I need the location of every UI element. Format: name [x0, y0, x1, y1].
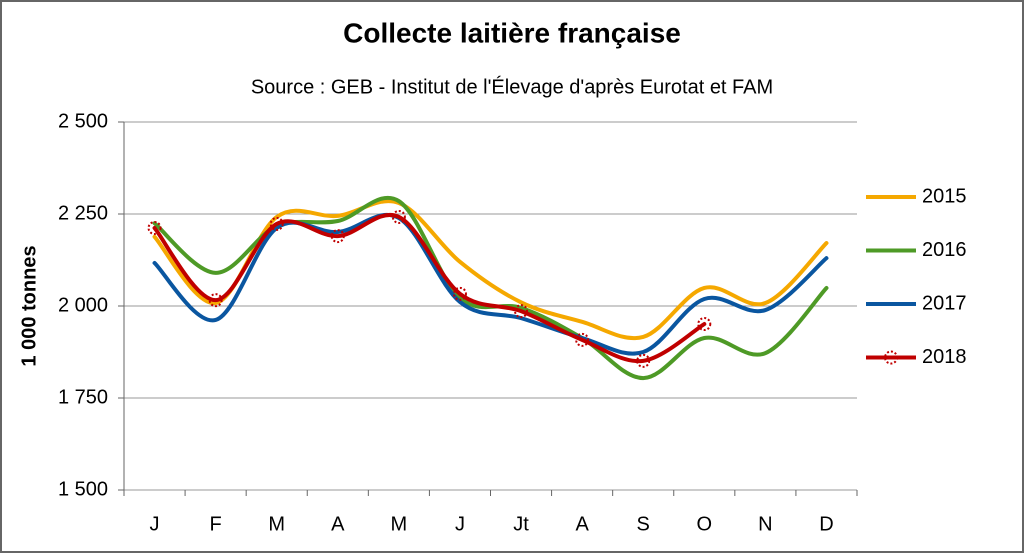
point-marker	[330, 229, 345, 244]
x-tick-label: D	[819, 513, 833, 535]
y-tick-label: 1 500	[58, 478, 108, 500]
point-marker	[575, 332, 590, 347]
x-tick-label: S	[637, 513, 650, 535]
y-tick-label: 1 750	[58, 386, 108, 408]
chart-title: Collecte laitière française	[343, 17, 681, 48]
point-marker	[208, 293, 223, 308]
point-marker	[636, 353, 651, 368]
x-tick-label: M	[391, 513, 408, 535]
y-axis-label: 1 000 tonnes	[18, 245, 40, 366]
y-tick-label: 2 250	[58, 202, 108, 224]
point-marker	[452, 286, 467, 301]
x-tick-label: J	[150, 513, 160, 535]
legend-label: 2018	[922, 346, 967, 368]
x-tick-label: A	[331, 513, 345, 535]
x-tick-label: O	[697, 513, 713, 535]
x-tick-label: N	[758, 513, 772, 535]
series-line	[152, 213, 707, 364]
point-marker	[697, 317, 712, 332]
point-marker	[147, 220, 162, 235]
point-marker	[391, 209, 406, 224]
y-tick-label: 2 000	[58, 294, 108, 316]
x-tick-label: M	[268, 513, 285, 535]
point-marker	[269, 216, 284, 231]
y-tick-label: 2 500	[58, 110, 108, 132]
legend-label: 2015	[922, 185, 967, 207]
x-tick-label: F	[210, 513, 222, 535]
legend-label: 2016	[922, 239, 967, 261]
x-tick-label: A	[575, 513, 589, 535]
series-line	[152, 212, 829, 356]
x-tick-label: Jt	[513, 513, 529, 535]
chart-subtitle: Source : GEB - Institut de l'Élevage d'a…	[251, 75, 773, 98]
point-marker	[514, 304, 529, 319]
legend-label: 2017	[922, 292, 967, 314]
x-tick-label: J	[455, 513, 465, 535]
legend-marker	[884, 350, 898, 365]
